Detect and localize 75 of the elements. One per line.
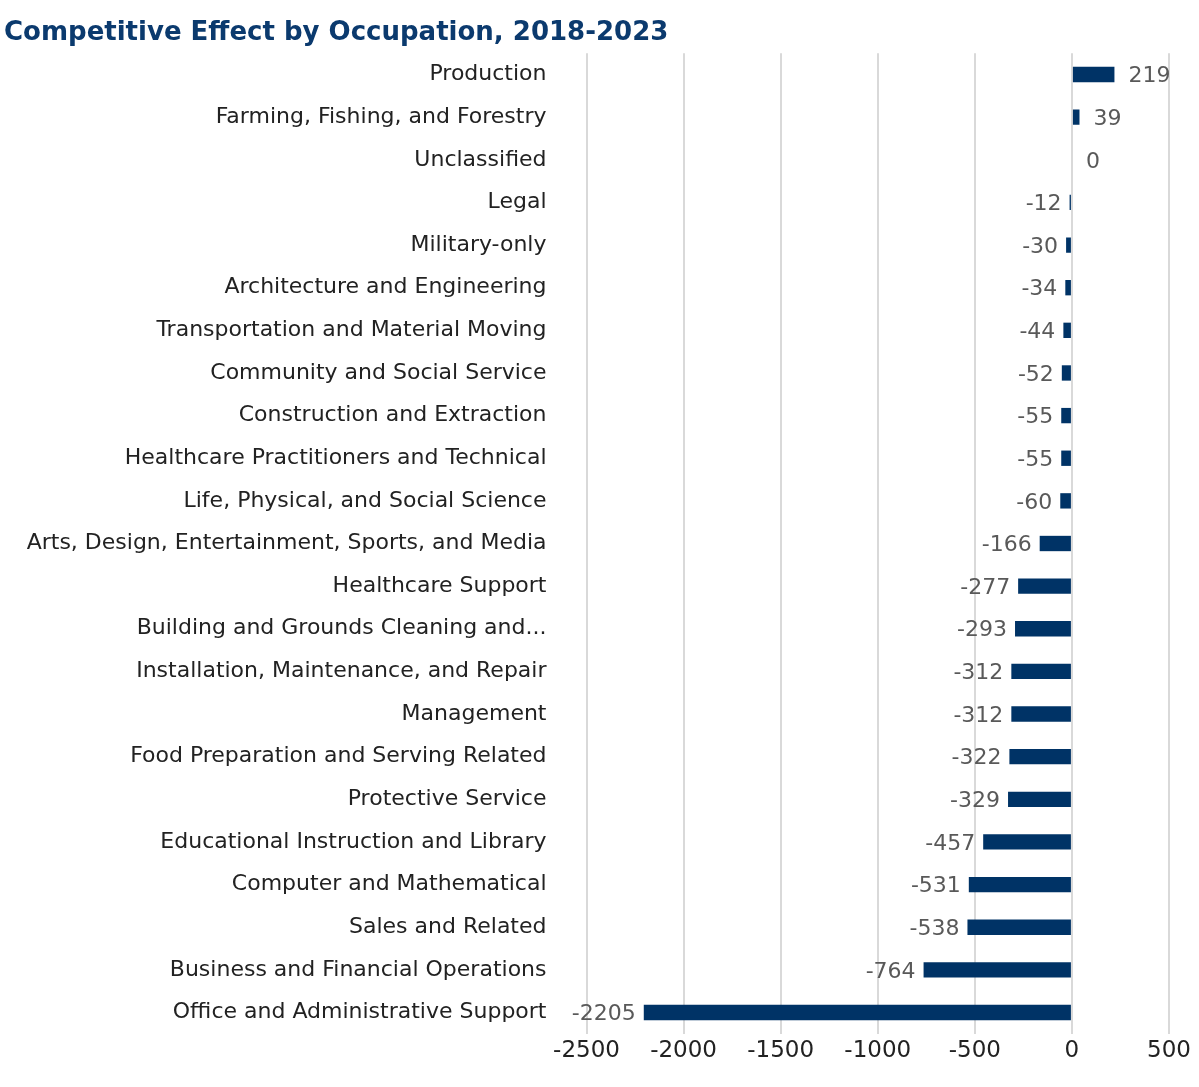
data-label: -30 (1022, 232, 1059, 258)
y-tick-label: Office and Administrative Support (172, 998, 547, 1024)
y-tick-label: Management (401, 699, 547, 725)
y-tick-label: Legal (487, 188, 547, 214)
bar (1066, 237, 1071, 253)
data-label: -166 (981, 531, 1032, 557)
data-label: 219 (1128, 62, 1171, 88)
x-tick-label: 500 (1147, 1035, 1191, 1062)
data-label: -55 (1017, 445, 1054, 471)
text: Competitive Effect by Occupation, 2018-2023 (4, 16, 669, 47)
data-label: 0 (1085, 147, 1100, 173)
bar (968, 876, 1071, 893)
data-label: -12 (1025, 190, 1062, 216)
y-tick-label: Life, Physical, and Social Science (183, 486, 547, 512)
x-tick-label: -1000 (844, 1035, 912, 1062)
y-tick-label: Production (429, 60, 547, 86)
data-label: -34 (1021, 275, 1058, 301)
bar (1072, 66, 1115, 83)
bar (1011, 706, 1071, 722)
data-label: -322 (951, 744, 1002, 770)
y-tick-label: Transportation and Material Moving (155, 316, 547, 342)
bar (1072, 109, 1080, 125)
y-tick-label: Protective Service (347, 785, 547, 811)
bar (1015, 621, 1071, 637)
bar (1039, 535, 1071, 552)
data-label: -457 (925, 829, 976, 855)
x-tick-label: 0 (1064, 1035, 1080, 1062)
bar (983, 834, 1071, 850)
x-tick-label: -1500 (747, 1035, 815, 1062)
x-tick-label: -2500 (553, 1035, 620, 1062)
y-tick-label: Unclassified (414, 145, 547, 171)
data-label: -293 (957, 616, 1008, 642)
data-label: -52 (1017, 360, 1054, 386)
data-label: -2205 (571, 1000, 636, 1026)
bar (1061, 407, 1071, 424)
bar (1011, 663, 1071, 680)
y-tick-label: Installation, Maintenance, and Repair (136, 657, 548, 683)
y-tick-label: Military-only (410, 230, 547, 256)
data-label: -60 (1016, 488, 1053, 514)
data-label: -312 (953, 701, 1004, 727)
y-tick-label: Community and Social Service (210, 358, 547, 384)
y-tick-label: Building and Grounds Cleaning and... (136, 614, 547, 640)
bar (1061, 450, 1071, 466)
y-tick-label: Healthcare Support (332, 571, 547, 597)
bar (643, 1004, 1071, 1021)
y-tick-label: Arts, Design, Entertainment, Sports, and Media (26, 529, 547, 555)
y-tick-label: Construction and Extraction (238, 401, 547, 427)
y-tick-label: Farming, Fishing, and Forestry (215, 102, 547, 128)
data-label: -764 (865, 957, 916, 983)
bar (967, 919, 1071, 935)
data-label: -329 (950, 787, 1001, 813)
data-label: 39 (1093, 104, 1122, 130)
y-tick-label: Food Preparation and Serving Related (130, 742, 547, 768)
y-tick-label: Educational Instruction and Library (160, 827, 547, 853)
y-tick-label: Architecture and Engineering (224, 273, 547, 299)
y-tick-label: Sales and Related (349, 912, 547, 938)
bar (1008, 791, 1071, 807)
y-tick-label: Healthcare Practitioners and Technical (124, 443, 547, 469)
x-tick-label: -500 (948, 1035, 1001, 1062)
data-label: -44 (1019, 318, 1056, 344)
bar (1018, 578, 1071, 594)
data-label: -531 (910, 872, 961, 898)
y-tick-label: Business and Financial Operations (169, 955, 547, 981)
bar (1061, 365, 1071, 381)
bar (1063, 322, 1071, 338)
bar (1009, 749, 1071, 765)
bar (1060, 493, 1071, 509)
bar (923, 962, 1071, 978)
bar (1065, 280, 1071, 296)
x-tick-label: -2000 (650, 1035, 718, 1062)
data-label: -312 (953, 659, 1004, 685)
data-label: -55 (1017, 403, 1054, 429)
data-label: -538 (909, 914, 960, 940)
y-tick-label: Computer and Mathematical (231, 870, 547, 896)
data-label: -277 (960, 573, 1011, 599)
